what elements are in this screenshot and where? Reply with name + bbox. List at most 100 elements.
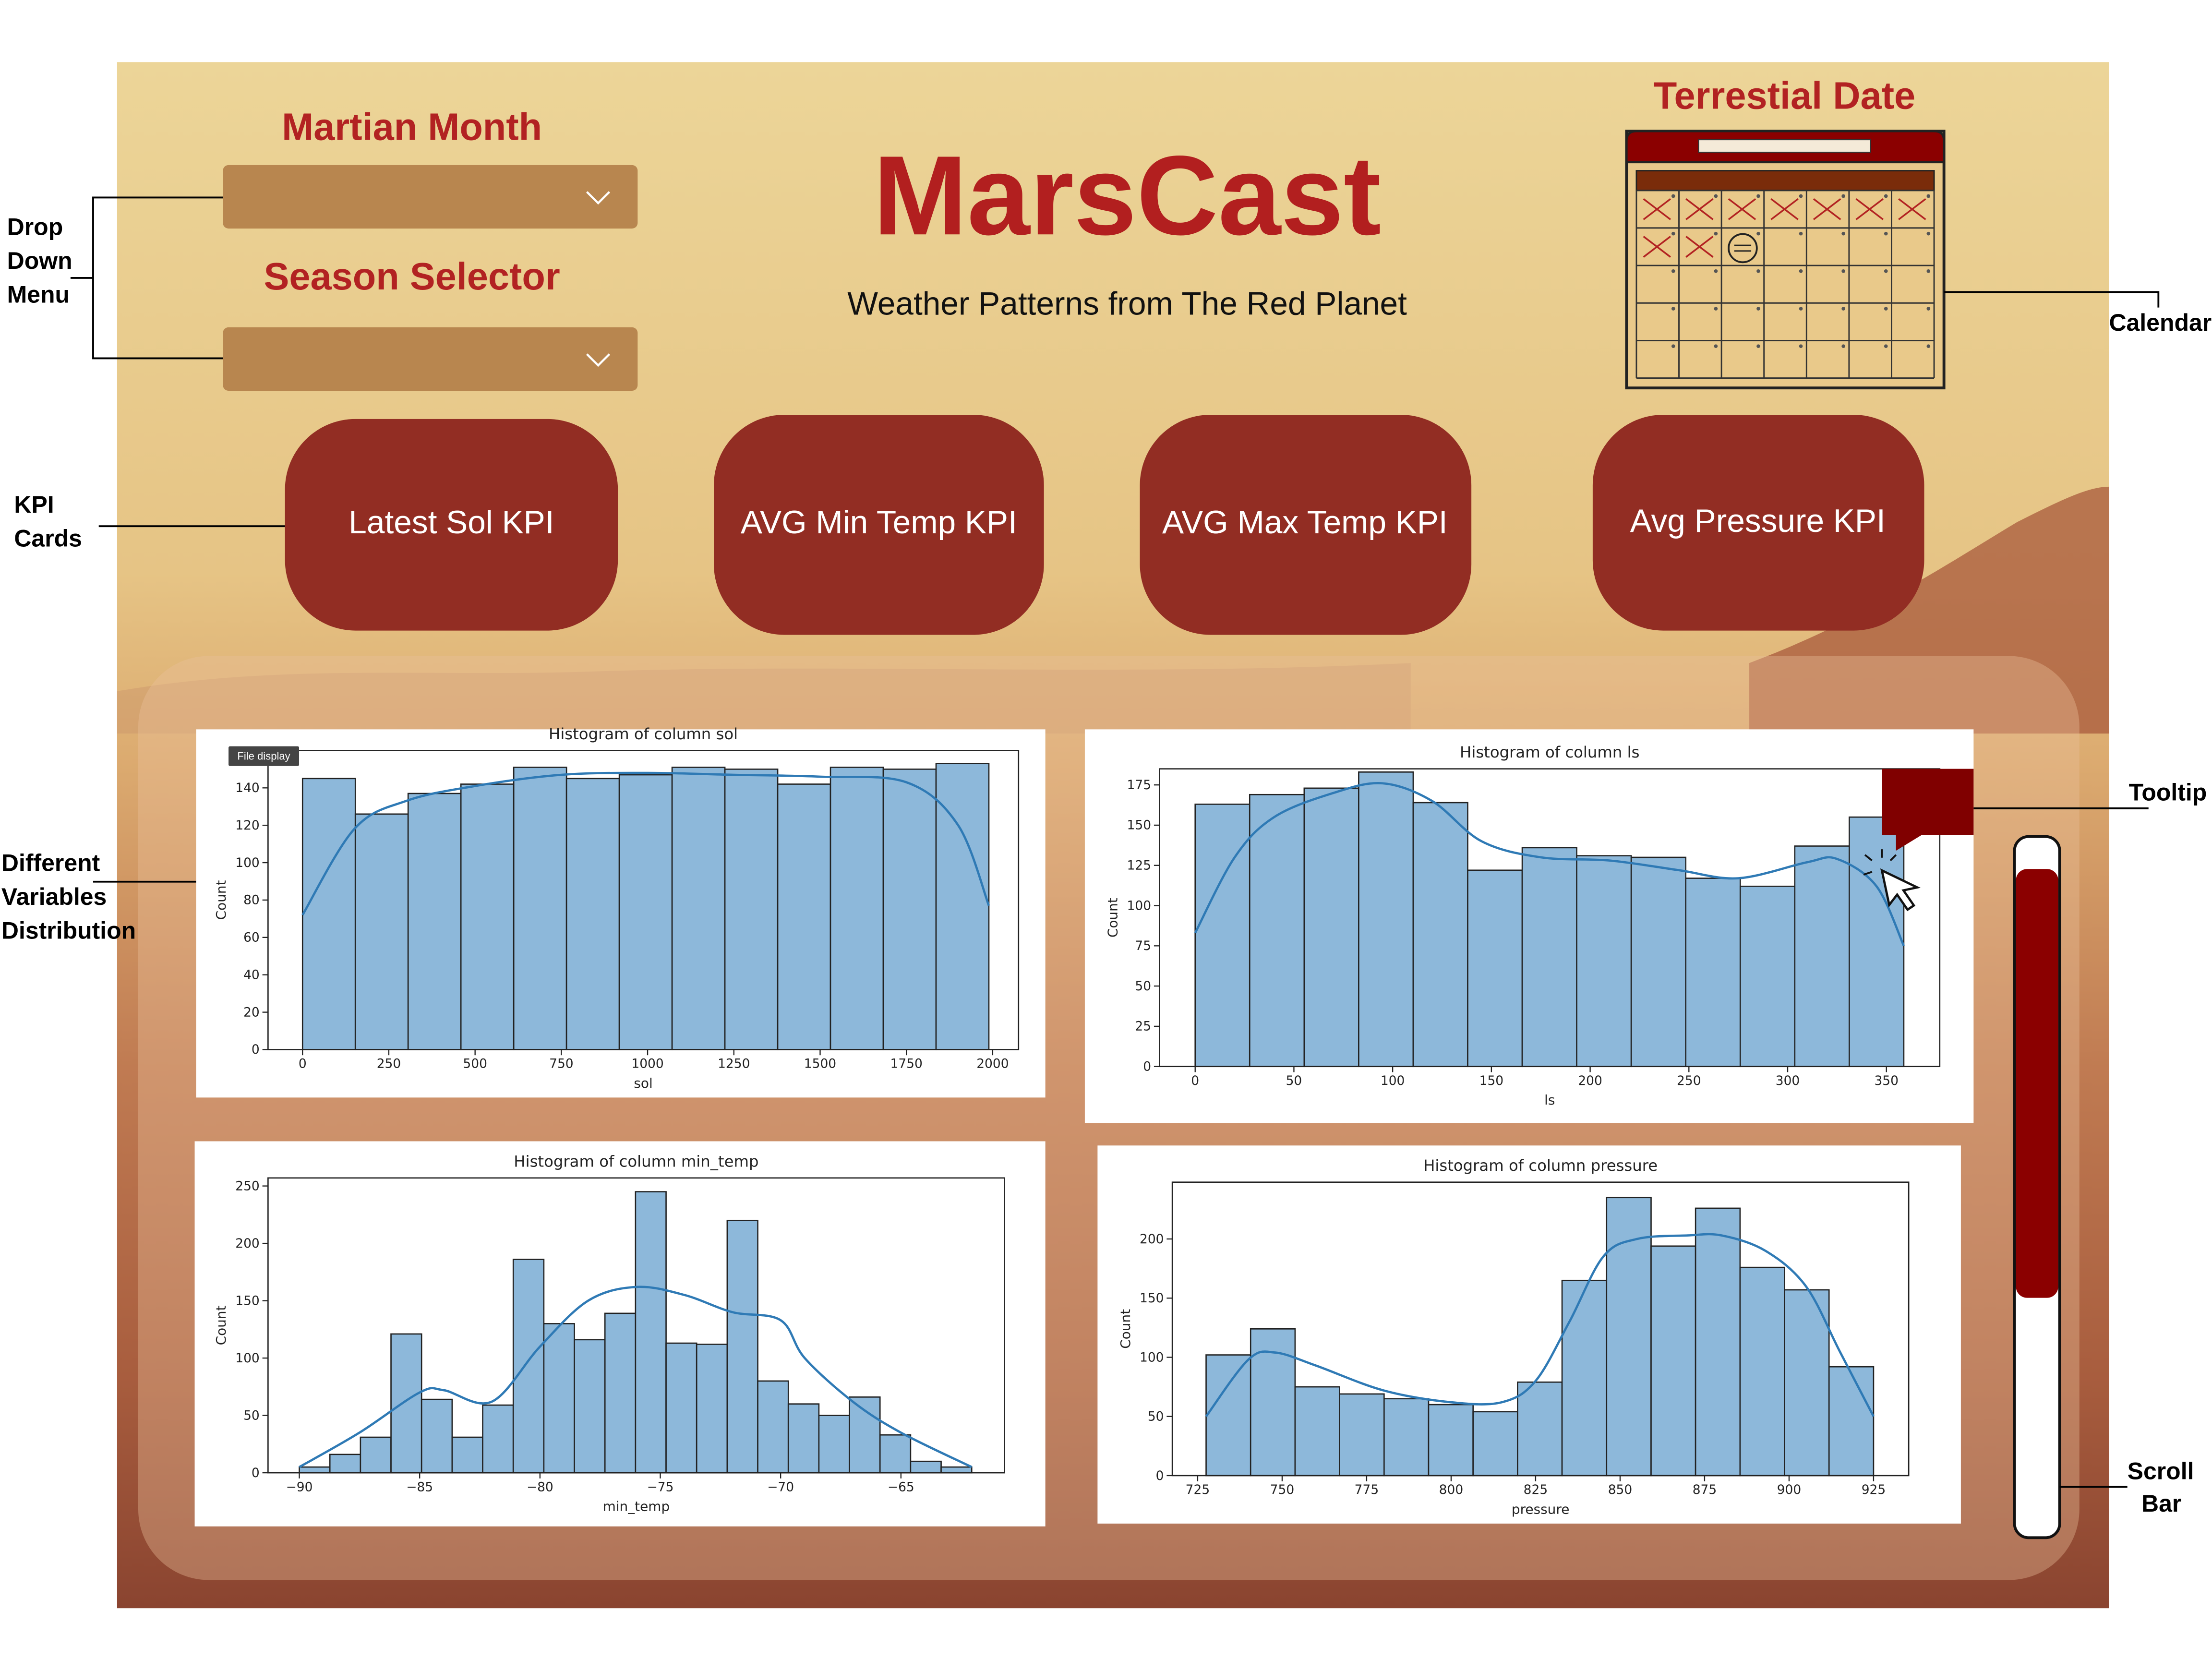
bar [1630,856,1687,1068]
y-tick-label: 20 [243,1005,260,1020]
x-tick-label: −90 [286,1479,313,1494]
x-tick-label: 800 [1439,1482,1463,1497]
chart-title: Histogram of column ls [1460,743,1639,761]
dropdown[interactable] [223,327,638,391]
calendar-label: Terrestial Date [1654,74,1915,117]
dropdown-label: Martian Month [282,105,542,148]
bar [882,769,937,1050]
calendar-dot [1926,307,1931,311]
cursor [1880,868,1921,912]
calendar-dot [1799,344,1803,348]
kpi-label: Latest Sol KPI [349,505,554,541]
y-tick-label: 0 [1143,1059,1151,1074]
kpi-label: AVG Max Temp KPI [1162,505,1448,541]
bar [830,767,884,1050]
calendar-dot [1671,307,1675,311]
y-tick-label: 0 [252,1042,260,1057]
kpi-card[interactable] [1592,415,1924,631]
x-tick-label: 1500 [804,1057,836,1071]
x-tick-label: 900 [1777,1482,1801,1497]
calendar-cross [1898,198,1926,220]
bar [777,783,831,1050]
scroll-thumb[interactable] [2016,869,2058,1298]
bar [1250,1328,1296,1477]
calendar-dot [1884,194,1888,198]
plot-frame [1159,768,1941,1068]
kde-line [1205,1233,1875,1418]
calendar-cross [1855,198,1884,220]
calendar-dot [1926,344,1931,348]
bar [513,767,567,1050]
kpi-card[interactable] [285,419,618,631]
bar [1412,802,1468,1068]
calendar-dot [1671,231,1675,236]
bar [1739,1266,1785,1477]
y-tick-label: 140 [235,781,259,795]
bar [354,813,409,1050]
dropdown[interactable] [223,165,638,229]
calendar-dot [1671,269,1675,273]
kpi-card[interactable] [1140,415,1472,635]
x-tick-label: 100 [1381,1073,1405,1088]
y-tick-label: 200 [1140,1232,1164,1247]
calendar-dot [1884,344,1888,348]
x-tick-label: 850 [1608,1482,1632,1497]
bar [1303,787,1359,1068]
y-tick-label: 0 [1156,1468,1164,1483]
bar [787,1403,820,1474]
calendar-dot [1884,231,1888,236]
y-tick-label: 50 [243,1408,260,1423]
bar [671,767,726,1050]
dropdown-chevron [586,191,611,205]
x-tick-label: 350 [1874,1073,1898,1088]
calendar-dot [1756,269,1760,273]
plot-frame [1171,1181,1910,1477]
plot-frame [267,1177,1005,1474]
annotation: Bar [2141,1490,2181,1517]
y-tick-label: 175 [1127,778,1151,793]
annotation-lines [70,196,2160,1488]
y-tick-label: 100 [1127,898,1151,913]
bar [1576,855,1632,1068]
calendar-cross [1685,198,1714,220]
calendar-dot [1799,307,1803,311]
bar [1358,771,1414,1068]
calendar-dot [1714,269,1718,273]
kpi-card[interactable] [714,415,1044,635]
kde-line [301,771,990,916]
app-subtitle: Weather Patterns from The Red Planet [847,286,1407,322]
x-tick-label: 50 [1286,1073,1302,1088]
y-tick-label: 150 [1140,1291,1164,1306]
x-axis-label: min_temp [603,1498,670,1514]
kde-line [1194,782,1905,947]
bar [665,1342,697,1474]
app-title: MarsCast [873,132,1381,258]
bar [724,769,779,1050]
bar [460,783,515,1050]
file-display-badge [228,746,300,766]
annotation: Tooltip [2129,779,2207,806]
calendar-cross [1643,198,1671,220]
annotation: Scroll [2128,1457,2194,1484]
x-tick-label: 725 [1186,1482,1210,1497]
bar [757,1380,789,1474]
calendar-dot [1926,231,1931,236]
bar [618,774,673,1050]
kpi-label: Avg Pressure KPI [1630,503,1886,539]
kde-line [299,1286,973,1468]
bar [696,1344,728,1474]
calendar[interactable] [1625,130,1946,390]
bar [301,778,356,1050]
y-tick-label: 125 [1127,858,1151,873]
dropdown-chevron [586,353,611,367]
bar [512,1259,545,1474]
kpi-label: AVG Min Temp KPI [741,505,1017,541]
y-tick-label: 100 [235,855,259,870]
annotation: Menu [7,281,70,308]
bar [1467,869,1523,1068]
tooltip [1882,769,1974,851]
x-tick-label: 250 [377,1057,401,1071]
calendar-slot [1698,139,1871,153]
y-tick-label: 120 [235,818,259,833]
